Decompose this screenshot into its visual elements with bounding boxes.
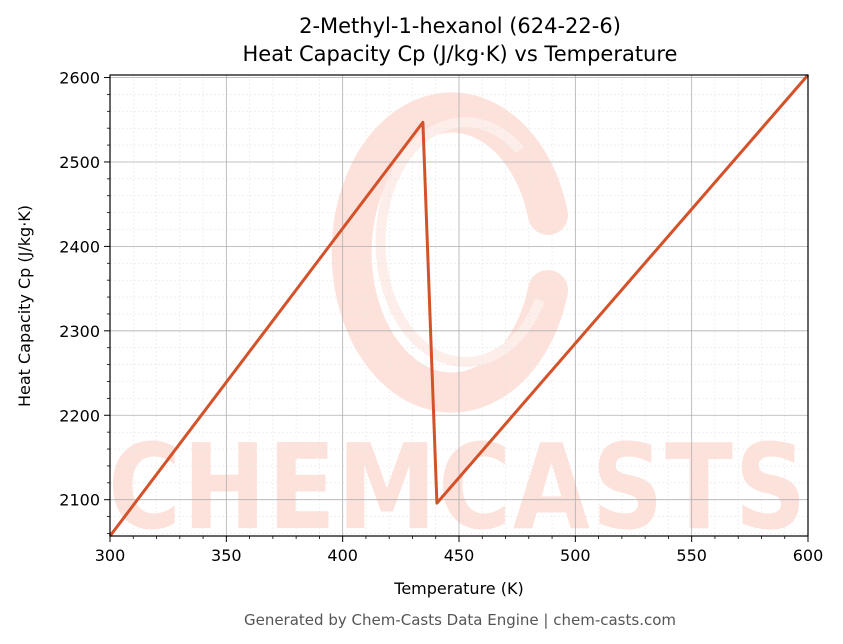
series-line [108, 74, 810, 537]
x-tick-label: 550 [676, 546, 707, 565]
chart-title: 2-Methyl-1-hexanol (624-22-6) [299, 14, 621, 38]
x-tick-label: 600 [793, 546, 824, 565]
watermark-logo [331, 92, 568, 413]
y-tick-label: 2100 [59, 491, 100, 510]
watermark-text: CHEMCASTS [108, 418, 808, 556]
x-tick-label: 350 [211, 546, 242, 565]
y-tick-label: 2200 [59, 406, 100, 425]
watermark: CHEMCASTS [108, 92, 808, 556]
y-axis-label: Heat Capacity Cp (J/kg·K) [15, 205, 34, 407]
x-tick-label: 400 [327, 546, 358, 565]
y-tick-label: 2300 [59, 322, 100, 341]
y-tick-label: 2500 [59, 153, 100, 172]
footer-credit: Generated by Chem-Casts Data Engine | ch… [244, 611, 676, 629]
chart-subtitle: Heat Capacity Cp (J/kg·K) vs Temperature [243, 42, 678, 66]
data-series [108, 74, 810, 537]
x-tick-label: 500 [560, 546, 591, 565]
x-axis-label: Temperature (K) [393, 579, 523, 598]
x-tick-label: 300 [95, 546, 126, 565]
y-tick-label: 2400 [59, 237, 100, 256]
x-tick-label: 450 [444, 546, 475, 565]
x-axis-ticks: 300 350 400 450 500 550 600 [95, 536, 824, 565]
y-tick-label: 2600 [59, 69, 100, 88]
y-axis-ticks: 2100 2200 2300 2400 2500 2600 [59, 69, 110, 534]
